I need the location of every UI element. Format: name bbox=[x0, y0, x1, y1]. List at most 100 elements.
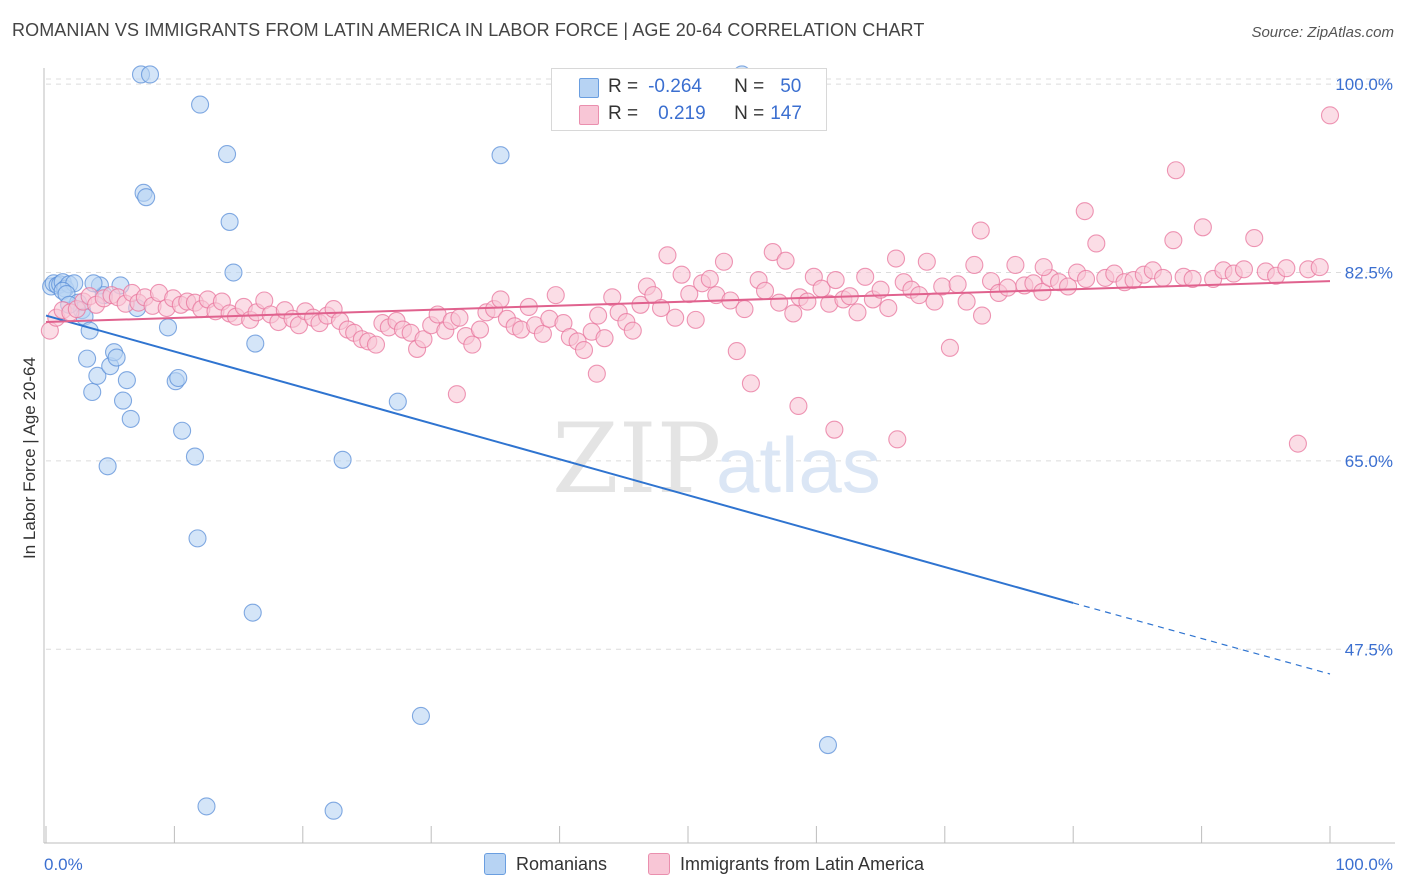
romanian-point bbox=[197, 797, 216, 816]
y-tick-label: 47.5% bbox=[1345, 640, 1393, 659]
immigrant-point bbox=[965, 255, 984, 275]
immigrant-point bbox=[998, 278, 1017, 297]
immigrant-point bbox=[871, 280, 890, 299]
source-label: Source: ZipAtlas.com bbox=[1251, 24, 1394, 41]
romanian-point bbox=[188, 529, 207, 548]
immigrant-point bbox=[491, 290, 510, 309]
immigrant-point bbox=[686, 310, 705, 329]
immigrant-point bbox=[1183, 269, 1202, 289]
immigrant-point bbox=[651, 298, 671, 318]
romanian-point bbox=[388, 392, 407, 411]
immigrant-point bbox=[798, 292, 817, 311]
romanian-point bbox=[169, 368, 188, 388]
immigrant-point bbox=[546, 286, 565, 305]
immigrant-point bbox=[735, 300, 754, 319]
legend-r-value: 0.219 bbox=[658, 103, 706, 124]
romanian-point bbox=[333, 450, 352, 469]
immigrant-point bbox=[784, 304, 803, 323]
romanian-point bbox=[185, 447, 204, 466]
y-tick-label: 65.0% bbox=[1345, 452, 1393, 471]
immigrant-point bbox=[971, 221, 990, 240]
immigrant-point bbox=[1277, 259, 1296, 278]
immigrants-points bbox=[40, 106, 1340, 453]
romanian-point bbox=[224, 263, 243, 282]
immigrant-point bbox=[595, 329, 614, 348]
immigrants-trendline bbox=[45, 280, 1331, 324]
legend-swatch-immigrants bbox=[579, 105, 599, 125]
correlation-legend: R = -0.264 N = 50 R = 0.219 N = 147 bbox=[551, 68, 827, 131]
romanian-point bbox=[121, 409, 140, 428]
romanian-point bbox=[113, 391, 133, 410]
legend-n-value: 50 bbox=[780, 76, 802, 97]
immigrant-point bbox=[763, 243, 782, 262]
romanian-point bbox=[491, 146, 510, 165]
legend-row-romanians: R = -0.264 N = 50 bbox=[608, 74, 801, 100]
romanian-point bbox=[173, 421, 192, 440]
immigrant-point bbox=[1164, 231, 1183, 250]
romanian-point bbox=[818, 735, 838, 755]
immigrant-point bbox=[470, 320, 490, 339]
immigrant-point bbox=[1320, 106, 1340, 125]
immigrant-point bbox=[948, 275, 967, 294]
immigrant-point bbox=[741, 374, 760, 393]
romanian-point bbox=[158, 318, 178, 337]
immigrant-point bbox=[666, 308, 685, 327]
immigrant-point bbox=[972, 306, 992, 325]
immigrant-point bbox=[940, 338, 959, 357]
immigrant-point bbox=[672, 265, 691, 284]
immigrant-point bbox=[755, 281, 775, 300]
romanian-point bbox=[117, 371, 136, 390]
immigrant-point bbox=[589, 306, 608, 325]
romanian-point bbox=[324, 801, 343, 820]
immigrants-swatch bbox=[648, 853, 670, 875]
watermark-atlas: atlas bbox=[716, 421, 881, 509]
immigrant-point bbox=[1076, 269, 1096, 289]
romanian-point bbox=[246, 334, 265, 353]
romanian-point bbox=[80, 321, 99, 340]
immigrant-point bbox=[886, 249, 906, 268]
series-legend: Romanians Immigrants from Latin America bbox=[0, 850, 1406, 880]
immigrant-point bbox=[826, 270, 845, 290]
immigrant-point bbox=[789, 396, 808, 416]
immigrant-point bbox=[1166, 161, 1185, 180]
immigrant-point bbox=[1154, 268, 1173, 287]
romanian-point bbox=[83, 382, 102, 402]
immigrant-point bbox=[856, 267, 875, 286]
y-tick-label: 100.0% bbox=[1335, 75, 1393, 94]
legend-n-label: N = bbox=[734, 76, 765, 97]
immigrant-point bbox=[533, 324, 552, 343]
chart-title: ROMANIAN VS IMMIGRANTS FROM LATIN AMERIC… bbox=[12, 20, 925, 40]
legend-item-immigrants[interactable]: Immigrants from Latin America bbox=[648, 853, 924, 875]
immigrant-point bbox=[1288, 434, 1307, 453]
immigrant-point bbox=[1033, 282, 1052, 301]
romanian-point bbox=[78, 349, 97, 368]
immigrant-point bbox=[680, 284, 699, 304]
immigrant-point bbox=[770, 293, 789, 312]
legend-item-romanians[interactable]: Romanians bbox=[484, 853, 607, 875]
immigrant-point bbox=[727, 342, 746, 361]
immigrant-point bbox=[1234, 260, 1254, 279]
immigrant-point bbox=[631, 295, 650, 314]
immigrant-point bbox=[1059, 277, 1078, 296]
romanians-swatch bbox=[484, 853, 506, 875]
immigrant-point bbox=[825, 420, 844, 439]
romanian-point bbox=[98, 457, 117, 476]
immigrant-point bbox=[957, 292, 976, 311]
romanian-point bbox=[107, 348, 126, 367]
immigrant-point bbox=[888, 430, 907, 449]
immigrant-point bbox=[1087, 234, 1106, 253]
immigrant-point bbox=[925, 292, 944, 311]
x-tick-label: 100.0% bbox=[1335, 855, 1393, 874]
romanians-label: Romanians bbox=[516, 853, 608, 874]
legend-swatch-romanians bbox=[579, 78, 599, 98]
immigrant-point bbox=[1245, 229, 1264, 248]
immigrant-point bbox=[587, 364, 606, 383]
immigrant-point bbox=[714, 252, 734, 271]
immigrant-point bbox=[917, 252, 936, 271]
legend-n-value: 147 bbox=[770, 103, 802, 124]
immigrant-point bbox=[879, 298, 898, 318]
immigrant-point bbox=[700, 269, 719, 289]
romanian-point bbox=[411, 706, 430, 726]
